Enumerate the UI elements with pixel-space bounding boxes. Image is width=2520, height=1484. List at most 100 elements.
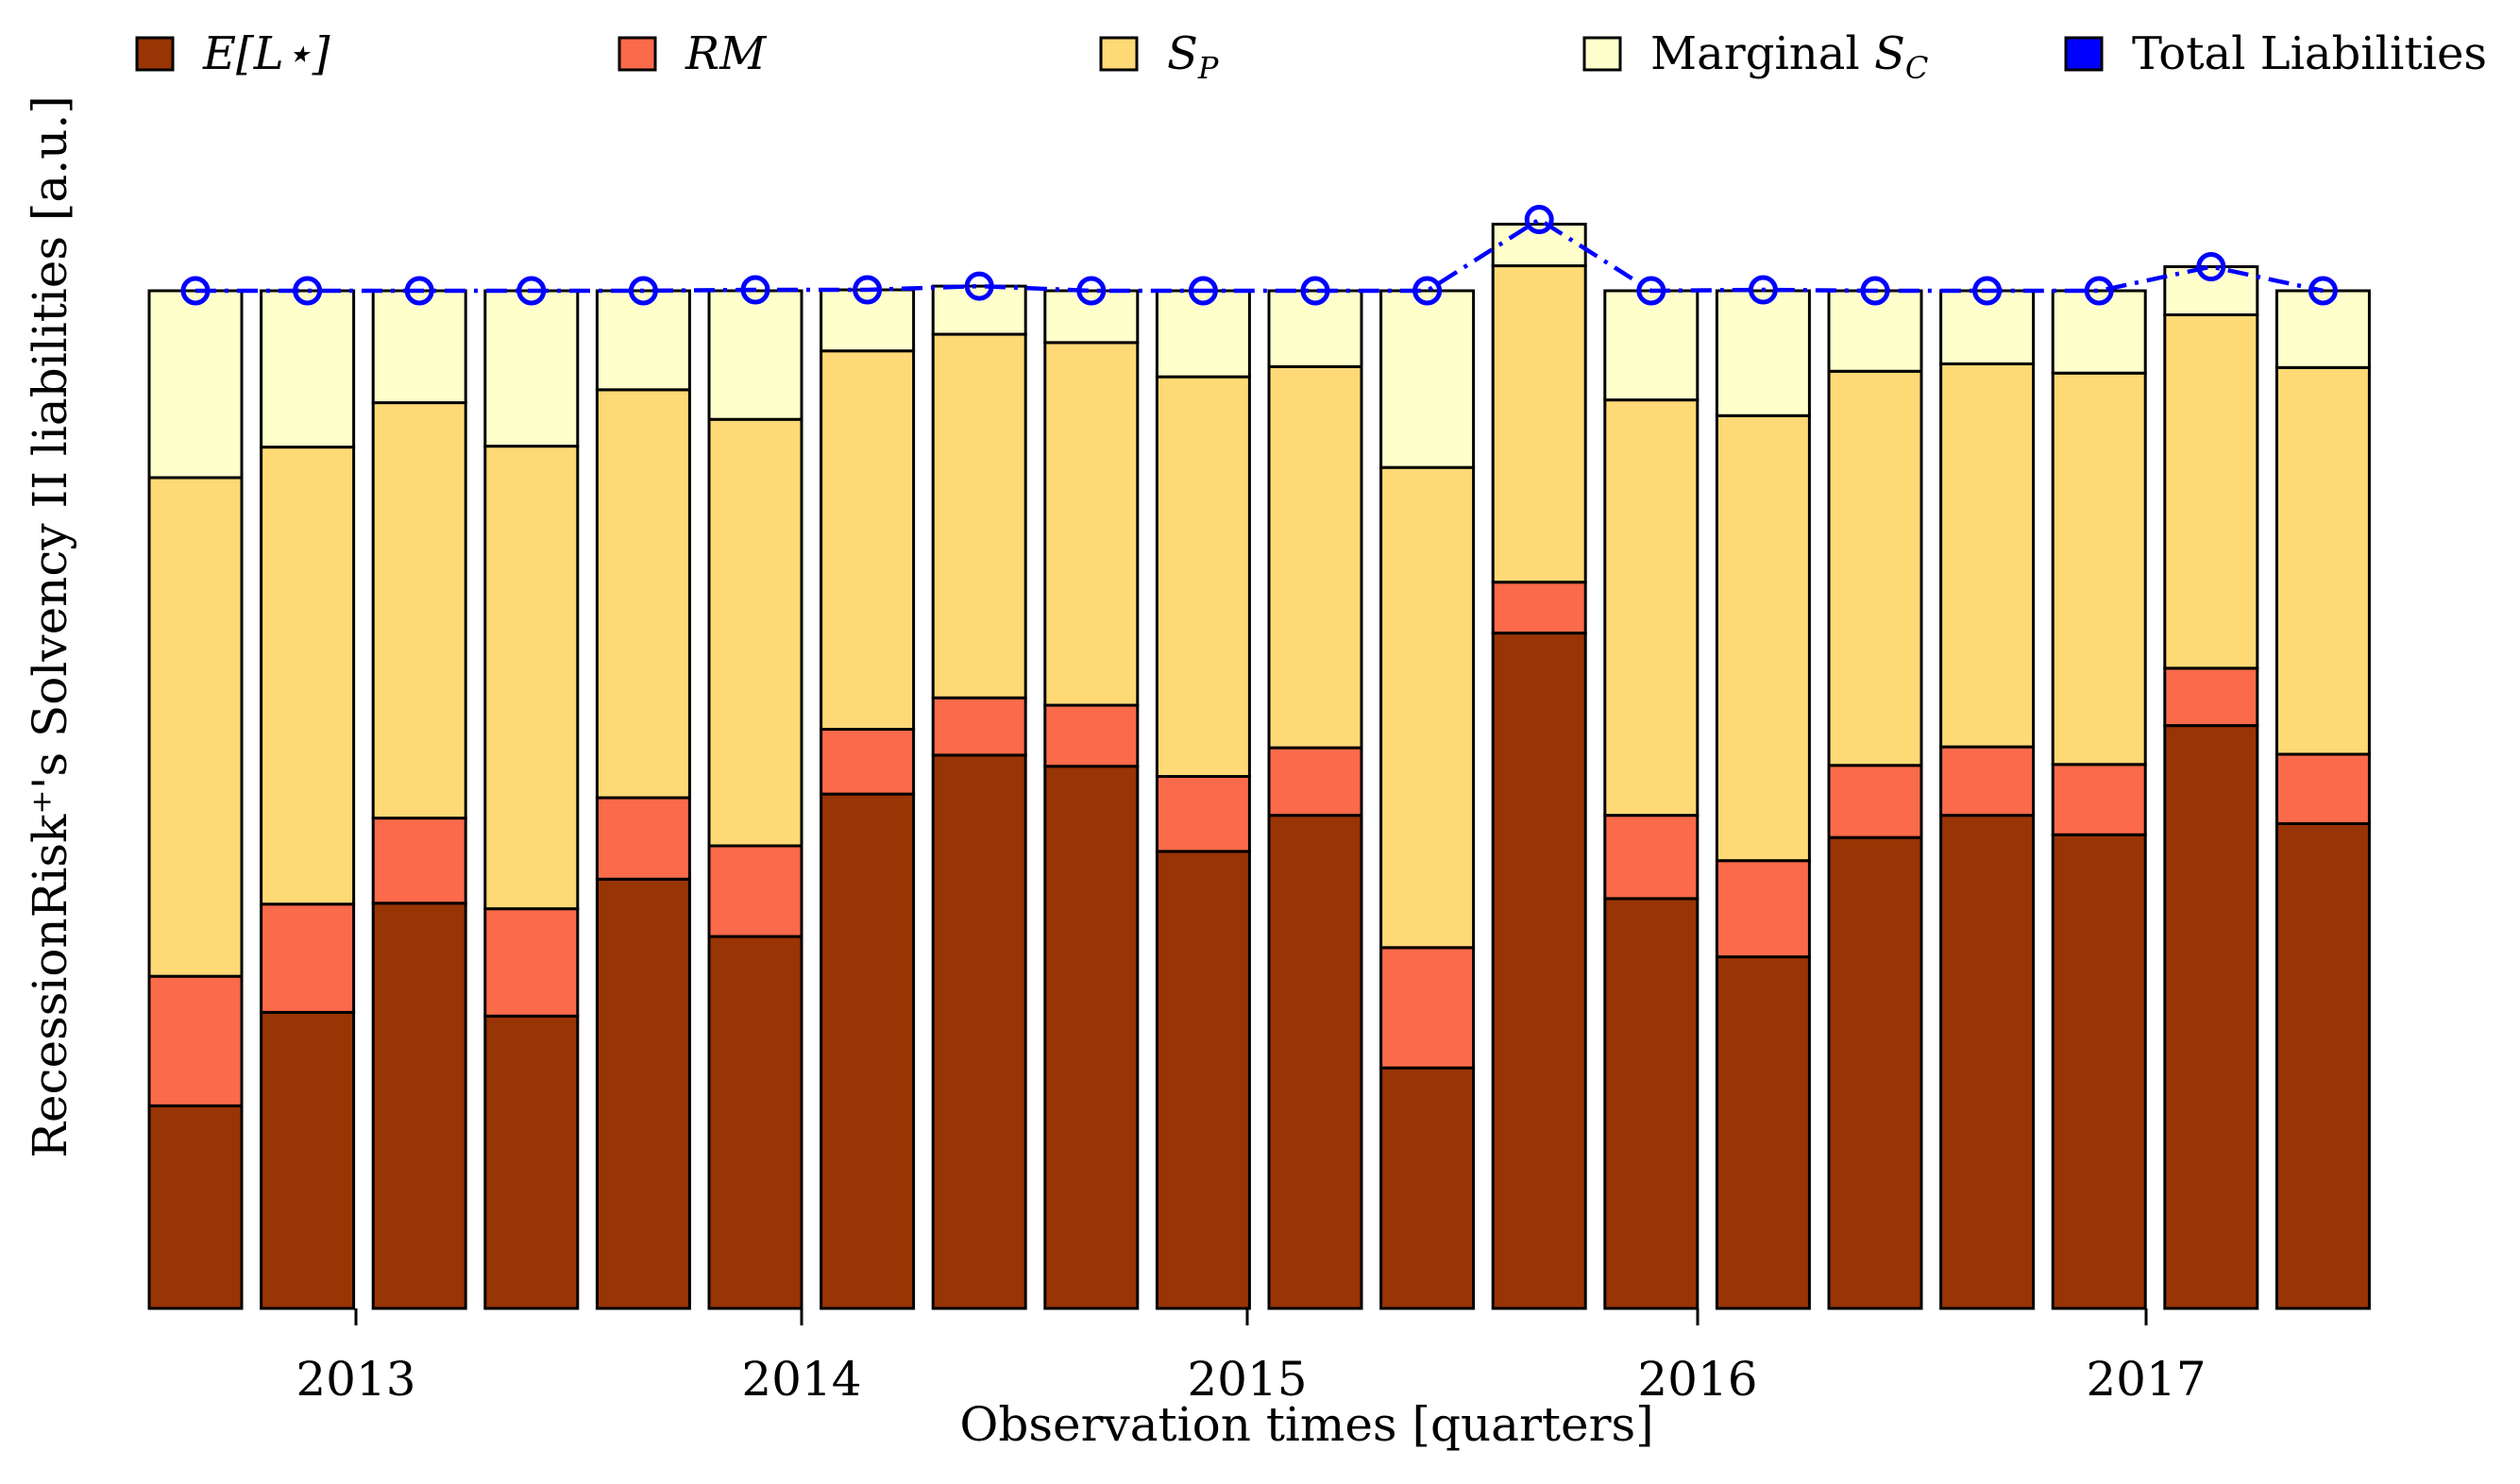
- total-liabilities-marker: [853, 275, 883, 305]
- bar-group: [595, 289, 691, 1310]
- legend-label: E[L⋆]: [202, 27, 330, 80]
- legend-swatch: [1099, 36, 1139, 72]
- bar-segment-rm: [931, 696, 1027, 757]
- bar-segment-e-l: [1939, 814, 2036, 1310]
- bar-segment-s-p: [1603, 398, 1700, 818]
- total-liabilities-marker: [740, 275, 770, 305]
- x-tick-label: 2013: [296, 1352, 415, 1407]
- bar-segment-e-l: [595, 877, 691, 1310]
- bar-segment-marginal-s-c: [707, 289, 803, 421]
- bar-segment-s-p: [931, 332, 1027, 700]
- bar-segment-e-l: [1827, 835, 1923, 1310]
- bar-segment-rm: [1267, 746, 1363, 818]
- bar-segment-s-p: [2163, 312, 2259, 670]
- total-liabilities-marker: [1076, 276, 1107, 306]
- bar-segment-e-l: [931, 753, 1027, 1310]
- bar-segment-rm: [1603, 814, 1700, 901]
- bar-group: [1043, 289, 1140, 1310]
- total-liabilities-marker: [1188, 276, 1218, 306]
- legend-item: Total Liabilities: [2064, 27, 2487, 80]
- bar-segment-s-p: [260, 446, 356, 906]
- bar-group: [931, 284, 1027, 1310]
- legend-swatch: [135, 36, 175, 72]
- bar-segment-marginal-s-c: [260, 289, 356, 449]
- bar-segment-rm: [260, 902, 356, 1014]
- bar-group: [147, 289, 244, 1310]
- bar-segment-marginal-s-c: [595, 289, 691, 392]
- bar-segment-rm: [707, 844, 803, 938]
- legend-label: Marginal SC: [1650, 27, 1928, 86]
- legend-item: E[L⋆]: [135, 27, 330, 80]
- bar-segment-e-l: [1491, 632, 1587, 1310]
- y-axis-title: RecessionRisk⁺'s Solvency II liabilities…: [23, 95, 77, 1157]
- bar-segment-rm: [371, 817, 467, 905]
- bar-segment-marginal-s-c: [147, 289, 244, 480]
- bar-segment-s-p: [1827, 369, 1923, 767]
- total-liabilities-marker: [1636, 276, 1666, 306]
- bar-segment-rm: [1155, 775, 1251, 853]
- bar-segment-marginal-s-c: [371, 289, 467, 405]
- legend-label: Total Liabilities: [2132, 27, 2487, 80]
- legend-swatch: [617, 36, 657, 72]
- bar-group: [2051, 289, 2147, 1310]
- total-liabilities-marker: [1972, 276, 2003, 306]
- total-liabilities-marker: [516, 276, 547, 306]
- bar-segment-e-l: [2163, 724, 2259, 1310]
- bar-segment-rm: [483, 907, 580, 1018]
- bar-group: [2275, 289, 2371, 1310]
- bar-segment-s-p: [707, 417, 803, 848]
- bar-segment-e-l: [2275, 821, 2371, 1310]
- bar-segment-rm: [1939, 745, 2036, 818]
- bar-segment-e-l: [1715, 955, 1811, 1310]
- legend-label: RM: [685, 27, 768, 80]
- bar-segment-marginal-s-c: [931, 284, 1027, 336]
- bar-segment-rm: [1827, 764, 1923, 839]
- bar-segment-rm: [820, 728, 916, 796]
- bar-segment-marginal-s-c: [483, 289, 580, 448]
- total-liabilities-line: [180, 205, 2338, 306]
- total-liabilities-marker: [2308, 276, 2338, 306]
- bar-segment-rm: [1379, 946, 1476, 1070]
- legend-label: SP: [1167, 27, 1219, 86]
- bar-segment-marginal-s-c: [1379, 289, 1476, 469]
- total-liabilities-marker: [404, 276, 434, 306]
- total-liabilities-marker: [2084, 276, 2114, 306]
- bar-segment-s-p: [1267, 364, 1363, 750]
- bar-segment-rm: [2051, 763, 2147, 836]
- bar-segment-marginal-s-c: [1603, 289, 1700, 402]
- bar-segment-rm: [147, 974, 244, 1107]
- bar-group: [820, 288, 916, 1310]
- bar-segment-e-l: [147, 1104, 244, 1310]
- bar-segment-rm: [1043, 703, 1140, 768]
- bar-segment-s-p: [820, 349, 916, 732]
- legend-swatch: [2064, 36, 2104, 72]
- bar-segment-marginal-s-c: [1827, 289, 1923, 373]
- bar-segment-rm: [2163, 666, 2259, 728]
- bar-group: [707, 289, 803, 1310]
- legend-swatch: [1582, 36, 1622, 72]
- x-tick-label: 2017: [2086, 1352, 2206, 1407]
- bar-group: [2163, 265, 2259, 1310]
- bar-segment-e-l: [1267, 814, 1363, 1310]
- x-tick-label: 2014: [741, 1352, 861, 1407]
- legend-item: Marginal SC: [1582, 27, 1928, 86]
- total-liabilities-marker: [1748, 275, 1778, 305]
- total-liabilities-marker: [1524, 205, 1554, 235]
- bar-segment-s-p: [147, 476, 244, 978]
- bar-segment-e-l: [2051, 833, 2147, 1310]
- bar-segment-rm: [1715, 859, 1811, 959]
- legend: E[L⋆] RM SP Marginal SC Total Liabilities: [135, 27, 2487, 86]
- total-liabilities-marker: [964, 271, 994, 301]
- bar-segment-e-l: [1043, 765, 1140, 1310]
- total-liabilities-marker: [1860, 276, 1890, 306]
- bar-segment-rm: [2275, 752, 2371, 825]
- total-liabilities-polyline: [195, 216, 2324, 294]
- bar-segment-marginal-s-c: [1043, 289, 1140, 345]
- total-liabilities-marker: [2196, 252, 2226, 282]
- bar-group: [1827, 289, 1923, 1310]
- bar-segment-e-l: [1155, 850, 1251, 1310]
- legend-item: RM: [617, 27, 768, 80]
- bar-segment-rm: [1491, 581, 1587, 635]
- total-liabilities-marker: [180, 276, 211, 306]
